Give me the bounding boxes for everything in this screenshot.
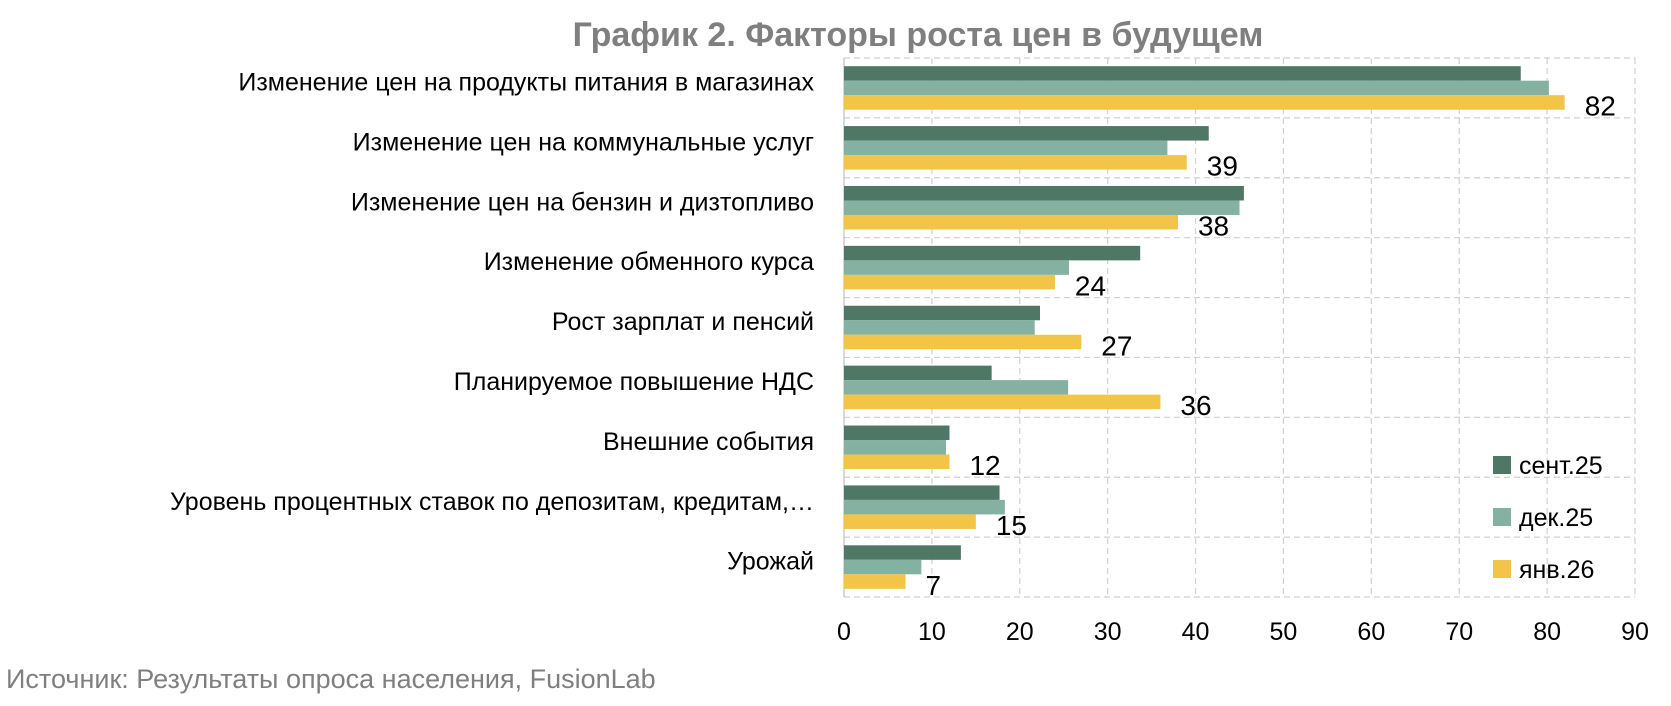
bar-5-series-1: [844, 305, 1040, 321]
legend-swatch-3: [1493, 560, 1511, 578]
x-tick-label-10: 10: [918, 618, 946, 646]
x-tick-label-0: 0: [837, 618, 851, 646]
x-tick-label-20: 20: [1006, 618, 1034, 646]
legend-label-1: сент.25: [1519, 452, 1603, 480]
data-labels: 82 39 38 24 27 36 12 15 7: [926, 91, 1616, 601]
bar-3-series-3: [844, 214, 1178, 230]
bar-2-series-3: [844, 155, 1187, 170]
bar-9-series-1: [844, 545, 961, 560]
bar-6-series-3: [844, 394, 1161, 410]
data-label-4: 24: [1075, 270, 1106, 301]
bar-2-series-2: [844, 140, 1168, 156]
data-label-9: 7: [926, 570, 942, 601]
legend-label-3: янв.26: [1519, 556, 1594, 584]
legend-swatch-1: [1493, 456, 1511, 474]
category-labels: Изменение цен на продукты питания в мага…: [170, 69, 814, 576]
bar-1-series-1: [844, 66, 1521, 81]
data-label-1: 82: [1585, 91, 1616, 122]
bar-7-series-1: [844, 425, 950, 441]
x-tick-label-70: 70: [1445, 618, 1473, 646]
category-label-8: Уровень процентных ставок по депозитам, …: [170, 488, 814, 516]
bar-8-series-2: [844, 499, 1005, 515]
bar-9-series-3: [844, 574, 906, 589]
category-label-7: Внешние события: [603, 428, 814, 456]
bar-1-series-3: [844, 95, 1565, 110]
bar-4-series-3: [844, 274, 1055, 290]
x-tick-label-90: 90: [1621, 618, 1649, 646]
x-tick-label-50: 50: [1270, 618, 1298, 646]
bar-1-series-2: [844, 80, 1549, 96]
chart-title: График 2. Факторы роста цен в будущем: [573, 16, 1264, 54]
source-note: Источник: Результаты опроса населения, F…: [6, 664, 656, 694]
bar-3-series-2: [844, 200, 1240, 215]
category-label-2: Изменение цен на коммунальные услуг: [353, 128, 814, 156]
category-label-4: Изменение обменного курса: [484, 248, 814, 276]
data-label-6: 36: [1180, 390, 1211, 421]
bars: [844, 66, 1565, 589]
bar-5-series-2: [844, 320, 1035, 335]
data-label-8: 15: [996, 510, 1027, 541]
category-label-3: Изменение цен на бензин и дизтопливо: [351, 188, 814, 216]
bar-7-series-2: [844, 440, 946, 455]
bar-3-series-1: [844, 185, 1244, 201]
x-axis-tick-labels: 0 10 20 30 40 50 60 70 80 90: [837, 618, 1649, 646]
gridlines: [843, 57, 1636, 598]
legend-swatch-2: [1493, 508, 1511, 526]
data-label-3: 38: [1198, 210, 1229, 241]
bar-2-series-1: [844, 126, 1209, 141]
x-tick-label-60: 60: [1357, 618, 1385, 646]
data-label-7: 12: [969, 450, 1000, 481]
bar-4-series-2: [844, 260, 1069, 275]
category-label-9: Урожай: [727, 548, 814, 576]
category-label-6: Планируемое повышение НДС: [454, 368, 814, 396]
legend: сент.25 дек.25 янв.26: [1493, 452, 1603, 584]
bar-8-series-3: [844, 514, 976, 529]
category-label-5: Рост зарплат и пенсий: [552, 308, 814, 336]
data-label-2: 39: [1207, 151, 1238, 182]
bar-9-series-2: [844, 559, 922, 575]
bar-6-series-2: [844, 380, 1069, 395]
bar-5-series-3: [844, 334, 1082, 350]
x-tick-label-80: 80: [1533, 618, 1561, 646]
bar-8-series-1: [844, 485, 1000, 500]
category-label-1: Изменение цен на продукты питания в мага…: [238, 69, 814, 97]
legend-label-2: дек.25: [1519, 504, 1593, 532]
x-tick-label-30: 30: [1094, 618, 1122, 646]
data-label-5: 27: [1101, 330, 1132, 361]
bar-6-series-1: [844, 365, 992, 381]
bar-7-series-3: [844, 454, 950, 470]
bar-4-series-1: [844, 245, 1141, 261]
x-tick-label-40: 40: [1182, 618, 1210, 646]
